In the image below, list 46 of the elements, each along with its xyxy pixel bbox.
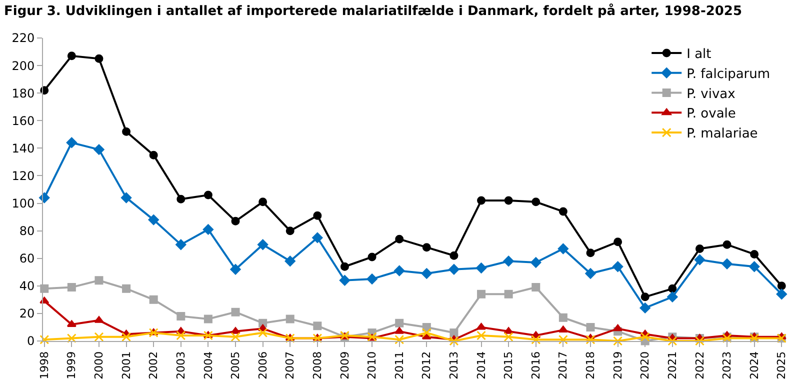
y-tick-label: 160: [12, 114, 35, 128]
x-tick-label: 2018: [584, 351, 598, 380]
x-tick-label: 2024: [748, 351, 761, 380]
x-tick-label: 2013: [448, 351, 461, 380]
x-tick-label: 1999: [65, 351, 78, 380]
legend-label: P. vivax: [686, 86, 736, 102]
x-tick-label: 2011: [392, 351, 406, 380]
x-tick-label: 2004: [202, 351, 215, 380]
x-tick-label: 2005: [229, 351, 242, 380]
x-tick-label: 2021: [666, 351, 679, 380]
y-tick-label: 200: [12, 58, 35, 73]
x-tick-label: 1998: [38, 351, 51, 380]
x-tick-label: 2008: [311, 351, 324, 380]
x-tick-label: 2025: [775, 351, 788, 380]
y-tick-label: 180: [12, 86, 35, 100]
legend-label: P. falciparum: [686, 66, 770, 82]
x-tick-label: 2000: [92, 351, 106, 380]
legend-label: P. ovale: [686, 106, 736, 122]
x-tick-label: 2023: [720, 351, 734, 380]
y-tick-label: 100: [12, 196, 35, 210]
y-tick-label: 220: [12, 31, 35, 46]
y-tick-label: 80: [19, 224, 35, 238]
x-tick-label: 2014: [474, 351, 488, 380]
x-tick-label: 2001: [120, 351, 133, 380]
x-tick-label: 2006: [256, 351, 270, 380]
y-tick-label: 20: [19, 306, 35, 321]
y-tick-label: 120: [12, 168, 35, 183]
x-tick-label: 2010: [366, 351, 379, 380]
y-tick-label: 40: [19, 279, 35, 294]
x-tick-label: 2017: [556, 351, 570, 380]
y-tick-label: 0: [26, 334, 35, 348]
x-tick-label: 2002: [147, 351, 160, 380]
x-tick-label: 2012: [420, 351, 434, 380]
x-tick-label: 2022: [693, 351, 706, 380]
x-tick-label: 2003: [174, 351, 188, 380]
x-tick-label: 2007: [284, 351, 297, 380]
x-tick-label: 2015: [502, 351, 516, 380]
x-tick-label: 2009: [338, 351, 352, 380]
x-tick-label: 2016: [529, 351, 542, 380]
legend-label: P. malariae: [686, 126, 758, 142]
y-tick-label: 60: [19, 252, 35, 266]
x-tick-label: 2020: [638, 351, 652, 380]
x-tick-label: 2019: [611, 351, 624, 380]
chart-title: Figur 3. Udviklingen i antallet af importerede malariatilfælde i Danmark, fordelt på arter, 1998-2025: [4, 2, 742, 19]
y-tick-label: 140: [12, 141, 35, 156]
legend-label: I alt: [686, 47, 712, 62]
